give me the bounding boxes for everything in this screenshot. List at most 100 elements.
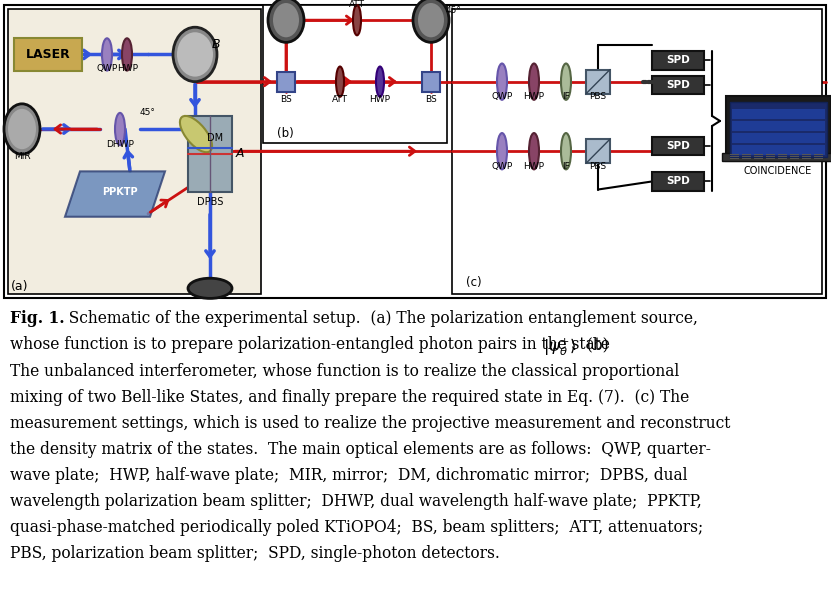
Text: wavelength polarization beam splitter;  DHWP, dual wavelength half-wave plate;  : wavelength polarization beam splitter; D… [10, 493, 701, 510]
Ellipse shape [4, 104, 40, 154]
Text: (b): (b) [277, 126, 293, 139]
Text: PPKTP: PPKTP [102, 187, 138, 196]
Bar [277, 72, 295, 92]
Ellipse shape [413, 0, 449, 42]
Ellipse shape [268, 0, 304, 42]
Bar [730, 156, 739, 157]
Bar [778, 156, 787, 157]
Ellipse shape [173, 27, 217, 82]
Bar [586, 69, 610, 94]
Bar [452, 9, 822, 294]
Bar [814, 158, 823, 160]
Text: B: B [212, 38, 220, 51]
Text: (a): (a) [12, 280, 29, 293]
Bar [732, 145, 825, 155]
Text: SPD: SPD [666, 79, 690, 90]
Ellipse shape [336, 66, 344, 97]
Ellipse shape [188, 278, 232, 298]
Text: PBS, polarization beam splitter;  SPD, single-photon detectors.: PBS, polarization beam splitter; SPD, si… [10, 545, 500, 562]
Ellipse shape [529, 133, 539, 170]
Text: LASER: LASER [26, 48, 71, 61]
Ellipse shape [376, 66, 384, 97]
Text: COINCIDENCE: COINCIDENCE [744, 167, 812, 176]
Bar [754, 156, 763, 157]
Text: 45°: 45° [139, 109, 155, 117]
Ellipse shape [497, 133, 507, 170]
Bar [766, 154, 775, 155]
Text: HWP: HWP [524, 93, 544, 101]
Bar [778, 158, 787, 160]
Text: Schematic of the experimental setup.  (a) The polarization entanglement source,: Schematic of the experimental setup. (a)… [59, 311, 698, 327]
Ellipse shape [8, 109, 36, 149]
Text: measurement settings, which is used to realize the projective measurement and re: measurement settings, which is used to r… [10, 415, 730, 432]
Bar [778, 154, 787, 155]
Ellipse shape [115, 113, 125, 145]
Text: HWP: HWP [117, 64, 139, 73]
Bar [732, 109, 825, 119]
Text: SPD: SPD [666, 56, 690, 65]
Bar [754, 154, 763, 155]
Bar [732, 121, 825, 131]
Ellipse shape [180, 116, 212, 152]
Text: the density matrix of the states.  The main optical elements are as follows:  QW: the density matrix of the states. The ma… [10, 441, 711, 458]
Bar [422, 72, 440, 92]
Text: 45°: 45° [446, 5, 462, 15]
Ellipse shape [418, 3, 444, 37]
Bar [790, 154, 799, 155]
Bar [742, 156, 751, 157]
Text: QWP: QWP [491, 93, 513, 101]
Bar [652, 52, 704, 69]
Bar [726, 96, 831, 161]
Text: The unbalanced interferometer, whose function is to realize the classical propor: The unbalanced interferometer, whose fun… [10, 362, 679, 380]
Ellipse shape [102, 39, 112, 71]
Text: whose function is to prepare polarization-entangled photon pairs in the state: whose function is to prepare polarizatio… [10, 336, 615, 353]
Bar [652, 173, 704, 190]
Bar [263, 5, 447, 143]
Bar [730, 158, 739, 160]
Bar [814, 154, 823, 155]
Bar [766, 158, 775, 160]
Text: Fig. 1.: Fig. 1. [10, 311, 65, 327]
Text: IF: IF [562, 162, 570, 171]
Ellipse shape [561, 63, 571, 100]
Bar [188, 116, 232, 192]
Bar [586, 139, 610, 163]
Text: DPBS: DPBS [197, 197, 224, 206]
Bar [790, 158, 799, 160]
Text: .  (b): . (b) [572, 336, 608, 353]
Bar [742, 158, 751, 160]
Ellipse shape [273, 3, 299, 37]
Bar [730, 102, 827, 157]
Bar [742, 154, 751, 155]
Text: QWP: QWP [491, 162, 513, 171]
Text: $|\psi_{\theta}^{+}\rangle$: $|\psi_{\theta}^{+}\rangle$ [543, 336, 577, 358]
Text: PBS: PBS [589, 162, 607, 171]
Bar [814, 156, 823, 157]
Bar [802, 156, 811, 157]
Ellipse shape [561, 133, 571, 170]
Bar [802, 154, 811, 155]
Text: HWP: HWP [524, 162, 544, 171]
Text: wave plate;  HWP, half-wave plate;  MIR, mirror;  DM, dichromatic mirror;  DPBS,: wave plate; HWP, half-wave plate; MIR, m… [10, 467, 687, 484]
Ellipse shape [177, 32, 213, 76]
Text: quasi-phase-matched periodically poled KTiOPO4;  BS, beam splitters;  ATT, atten: quasi-phase-matched periodically poled K… [10, 519, 703, 536]
Text: QWP: QWP [96, 64, 118, 73]
Text: PBS: PBS [589, 93, 607, 101]
Bar [766, 156, 775, 157]
Text: HWP: HWP [370, 95, 391, 104]
Bar [790, 156, 799, 157]
Text: ATT: ATT [332, 95, 348, 104]
Ellipse shape [497, 63, 507, 100]
Text: BS: BS [425, 95, 437, 104]
Ellipse shape [353, 5, 361, 36]
Polygon shape [65, 171, 165, 216]
Text: A: A [236, 146, 244, 160]
Text: DM: DM [207, 133, 223, 143]
Text: mixing of two Bell-like States, and finally prepare the required state in Eq. (7: mixing of two Bell-like States, and fina… [10, 388, 689, 406]
Text: SPD: SPD [666, 141, 690, 151]
Text: DHWP: DHWP [106, 140, 134, 149]
Text: (c): (c) [466, 276, 482, 289]
Ellipse shape [529, 63, 539, 100]
Text: ATT: ATT [349, 0, 365, 8]
Text: SPD: SPD [666, 177, 690, 186]
